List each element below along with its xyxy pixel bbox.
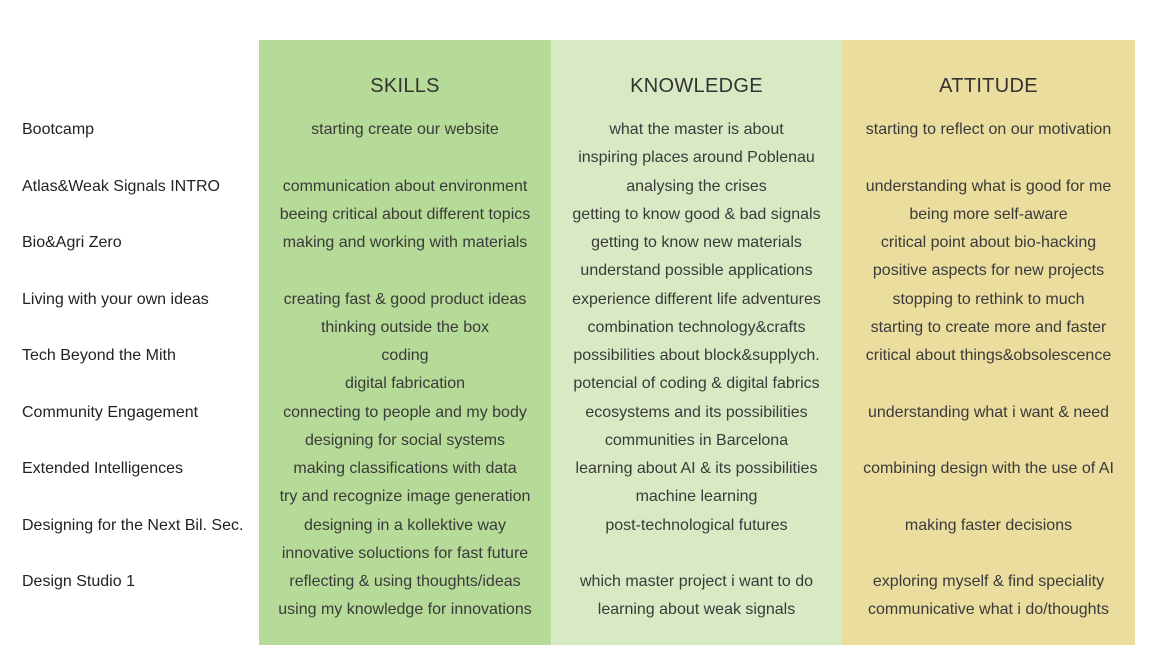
row-label: Bootcamp <box>22 121 95 138</box>
attitude-cell: understanding what i want & need <box>867 403 1110 421</box>
row-label: Designing for the Next Bil. Sec. <box>22 516 244 534</box>
knowledge-cell: inspiring places around Poblenau <box>578 149 815 167</box>
skills-cell: thinking outside the box <box>320 318 490 336</box>
knowledge-cell: learning about weak signals <box>597 601 796 619</box>
knowledge-cell: getting to know new materials <box>591 234 802 251</box>
attitude-cell: combining design with the use of AI <box>863 460 1114 477</box>
knowledge-cell: getting to know good & bad signals <box>572 205 821 223</box>
knowledge-cell: analysing the crises <box>626 177 767 195</box>
skills-cell: beeing critical about different topics <box>279 205 531 223</box>
row-label: Extended Intelligences <box>22 460 183 477</box>
skills-cell: innovative soluctions for fast future <box>281 544 529 562</box>
attitude-cell: starting to reflect on our motivation <box>865 121 1112 138</box>
skills-column-background <box>259 40 551 645</box>
attitude-cell: understanding what is good for me <box>865 177 1112 195</box>
knowledge-cell: machine learning <box>635 488 758 506</box>
knowledge-column-background <box>551 40 842 645</box>
row-label: Tech Beyond the Mith <box>22 347 176 364</box>
skills-cell: making classifications with data <box>293 460 517 477</box>
skills-cell: reflecting & using thoughts/ideas <box>289 573 521 590</box>
knowledge-header: KNOWLEDGE <box>630 75 763 97</box>
attitude-cell: being more self-aware <box>909 205 1068 223</box>
attitude-cell: critical point about bio-hacking <box>880 234 1097 251</box>
row-label: Atlas&Weak Signals INTRO <box>22 177 220 195</box>
attitude-cell: making faster decisions <box>904 516 1073 534</box>
row-label: Design Studio 1 <box>22 573 135 590</box>
skills-cell: designing for social systems <box>304 431 506 449</box>
knowledge-cell: possibilities about block&supplych. <box>573 347 820 364</box>
skills-cell: try and recognize image generation <box>279 488 531 506</box>
attitude-cell: positive aspects for new projects <box>872 262 1105 280</box>
attitude-cell: communicative what i do/thoughts <box>867 601 1109 619</box>
knowledge-cell: what the master is about <box>609 121 784 138</box>
knowledge-cell: ecosystems and its possibilities <box>585 403 808 421</box>
row-label: Living with your own ideas <box>22 290 209 308</box>
skills-cell: designing in a kollektive way <box>304 516 506 534</box>
knowledge-cell: combination technology&crafts <box>587 318 806 336</box>
skills-cell: coding <box>381 347 429 364</box>
attitude-cell: exploring myself & find speciality <box>872 573 1105 590</box>
knowledge-cell: learning about AI & its possibilities <box>575 460 818 477</box>
skills-cell: digital fabrication <box>344 375 466 393</box>
row-label: Community Engagement <box>22 403 199 421</box>
attitude-header: ATTITUDE <box>939 75 1038 97</box>
attitude-column-background <box>842 40 1135 645</box>
skills-cell: communication about environment <box>282 177 528 195</box>
knowledge-cell: experience different life adventures <box>572 290 821 308</box>
knowledge-cell: communities in Barcelona <box>604 431 789 449</box>
knowledge-cell: understand possible applications <box>580 262 813 280</box>
skills-header: SKILLS <box>370 75 440 97</box>
skills-cell: creating fast & good product ideas <box>283 290 527 308</box>
knowledge-cell: post-technological futures <box>605 516 788 534</box>
skills-cell: connecting to people and my body <box>283 403 527 421</box>
skills-cell: using my knowledge for innovations <box>278 601 532 619</box>
skills-cell: starting create our website <box>311 121 499 138</box>
attitude-cell: starting to create more and faster <box>870 318 1107 336</box>
attitude-cell: critical about things&obsolescence <box>865 347 1112 364</box>
row-label: Bio&Agri Zero <box>22 234 122 251</box>
knowledge-cell: potencial of coding & digital fabrics <box>573 375 820 393</box>
skills-cell: making and working with materials <box>282 234 528 251</box>
attitude-cell: stopping to rethink to much <box>892 290 1085 308</box>
knowledge-cell: which master project i want to do <box>580 573 813 590</box>
